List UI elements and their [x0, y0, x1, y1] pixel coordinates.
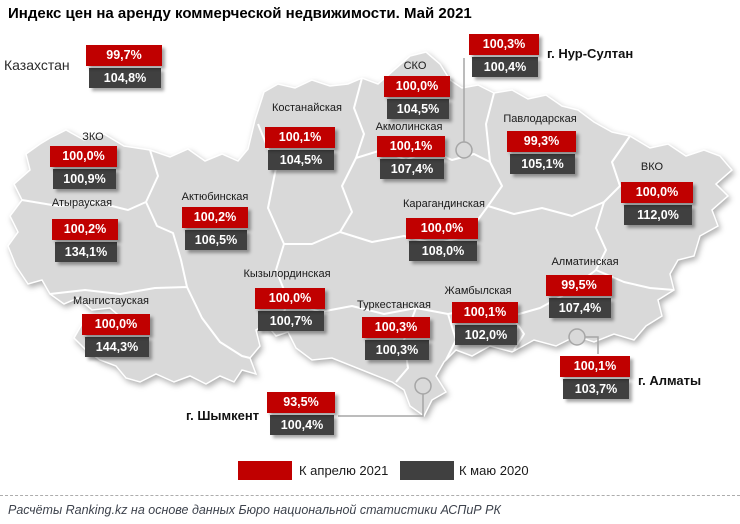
region-label: Карагандинская — [403, 198, 485, 210]
region-label: Павлодарская — [503, 113, 577, 125]
april-index-badge: 100,1% — [377, 136, 445, 157]
april-index-badge: 100,2% — [52, 219, 118, 240]
may-index-badge: 100,7% — [258, 311, 324, 331]
april-index-badge: 100,0% — [384, 76, 450, 97]
april-index-badge: 100,0% — [50, 146, 117, 167]
may-index-badge: 104,8% — [89, 68, 161, 88]
region-label: Мангистауская — [72, 295, 150, 307]
legend-april-label: К апрелю 2021 — [299, 463, 389, 478]
may-index-badge: 108,0% — [409, 241, 477, 261]
april-index-badge: 100,0% — [621, 182, 693, 203]
april-index-badge: 100,0% — [255, 288, 325, 309]
region-label: ЗКО — [82, 131, 104, 143]
may-index-badge: 104,5% — [268, 150, 334, 170]
april-index-badge: 99,7% — [86, 45, 162, 66]
may-index-badge: 112,0% — [624, 205, 692, 225]
may-index-badge: 100,9% — [53, 169, 116, 189]
region-label: Кызылординская — [243, 268, 331, 280]
may-index-badge: 103,7% — [563, 379, 629, 399]
source-note: Расчёты Ranking.kz на основе данных Бюро… — [8, 503, 501, 517]
legend-may-swatch — [400, 461, 454, 480]
april-index-badge: 100,3% — [362, 317, 430, 338]
april-index-badge: 99,5% — [546, 275, 612, 296]
may-index-badge: 105,1% — [510, 154, 575, 174]
callout-line — [585, 336, 599, 354]
april-index-badge: 100,1% — [560, 356, 630, 377]
legend-may-label: К маю 2020 — [459, 463, 529, 478]
may-index-badge: 102,0% — [455, 325, 517, 345]
city-marker — [568, 328, 586, 346]
city-marker — [455, 141, 473, 159]
legend-april-swatch — [238, 461, 292, 480]
region-label: Актюбинская — [181, 191, 249, 203]
april-index-badge: 100,3% — [469, 34, 539, 55]
page-title: Индекс цен на аренду коммерческой недвиж… — [8, 5, 472, 22]
footer: Расчёты Ranking.kz на основе данных Бюро… — [0, 495, 740, 524]
april-index-badge: 100,0% — [406, 218, 478, 239]
region-label: г. Шымкент — [186, 408, 260, 423]
callout-line — [338, 394, 424, 417]
region-label: Акмолинская — [375, 121, 443, 133]
april-index-badge: 99,3% — [507, 131, 576, 152]
april-index-badge: 93,5% — [267, 392, 335, 413]
may-index-badge: 104,5% — [387, 99, 449, 119]
may-index-badge: 100,3% — [365, 340, 429, 360]
region-label: г. Алматы — [638, 373, 702, 388]
april-index-badge: 100,2% — [182, 207, 248, 228]
may-index-badge: 106,5% — [185, 230, 247, 250]
city-marker — [414, 377, 432, 395]
region-label: ВКО — [640, 161, 664, 173]
april-index-badge: 100,0% — [82, 314, 150, 335]
may-index-badge: 100,4% — [472, 57, 538, 77]
region-label: Казахстан — [4, 57, 70, 73]
region-label: Туркестанская — [357, 299, 431, 311]
may-index-badge: 100,4% — [270, 415, 334, 435]
may-index-badge: 107,4% — [549, 298, 611, 318]
region-label: г. Нур-Султан — [547, 46, 634, 61]
region-label: Атырауская — [51, 197, 113, 209]
april-index-badge: 100,1% — [452, 302, 518, 323]
region-label: Алматинская — [551, 256, 619, 268]
region-label: СКО — [403, 60, 427, 72]
april-index-badge: 100,1% — [265, 127, 335, 148]
region-label: Жамбылская — [444, 285, 512, 297]
callouts — [338, 58, 599, 417]
region-label: Костанайская — [271, 102, 343, 114]
may-index-badge: 134,1% — [55, 242, 117, 262]
may-index-badge: 144,3% — [85, 337, 149, 357]
may-index-badge: 107,4% — [380, 159, 444, 179]
